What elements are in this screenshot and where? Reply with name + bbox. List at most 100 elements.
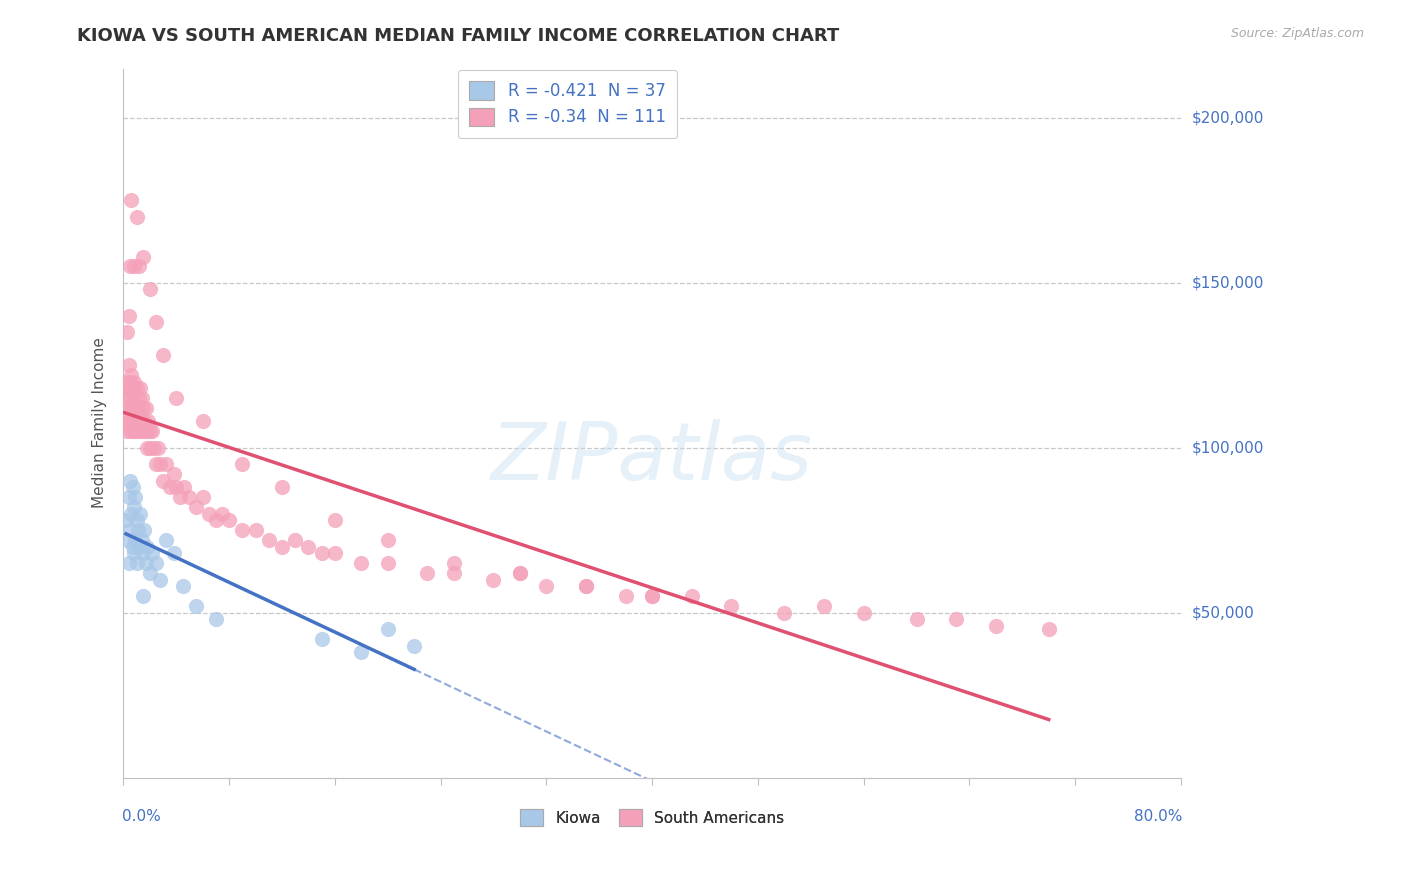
Point [905,612,928,626]
Point [145,457,167,471]
Point [205,513,228,527]
Point [141,546,163,560]
Point [149,457,172,471]
Point [152,348,174,362]
Point [122,408,145,422]
Point [128,408,150,422]
Point [172,579,194,593]
Point [135,401,157,416]
Point [117,309,139,323]
Legend: Kiowa, South Americans: Kiowa, South Americans [512,802,792,834]
Text: 0.0%: 0.0% [122,809,162,824]
Point [139,566,162,580]
Point [323,513,346,527]
Point [120,414,142,428]
Point [443,566,465,580]
Point [145,556,167,570]
Point [127,414,149,428]
Point [173,480,195,494]
Point [117,556,139,570]
Text: 80.0%: 80.0% [1133,809,1182,824]
Point [231,523,253,537]
Point [257,533,280,548]
Point [117,490,139,504]
Point [122,392,145,406]
Point [117,425,139,439]
Text: $150,000: $150,000 [1192,276,1264,291]
Point [121,401,143,416]
Point [852,606,875,620]
Point [118,260,141,274]
Point [614,589,637,603]
Point [118,474,141,488]
Point [350,645,373,659]
Point [984,619,1007,633]
Point [129,381,152,395]
Point [149,573,172,587]
Point [125,381,148,395]
Point [135,556,157,570]
Point [152,474,174,488]
Point [139,283,162,297]
Point [127,523,149,537]
Point [134,425,156,439]
Point [350,556,373,570]
Point [118,392,141,406]
Point [1038,622,1060,636]
Point [377,533,399,548]
Point [121,425,143,439]
Point [443,556,465,570]
Point [117,375,139,389]
Point [169,490,191,504]
Point [509,566,531,580]
Point [141,425,163,439]
Point [323,546,346,560]
Point [129,507,152,521]
Point [122,500,145,515]
Point [641,589,664,603]
Point [118,375,141,389]
Point [136,441,159,455]
Point [122,375,145,389]
Point [575,579,598,593]
Point [125,556,148,570]
Point [117,533,139,548]
Point [128,260,150,274]
Point [122,546,145,560]
Point [117,401,139,416]
Point [159,480,181,494]
Y-axis label: Median Family Income: Median Family Income [93,337,107,508]
Point [191,414,214,428]
Text: ZIPatlas: ZIPatlas [491,419,813,498]
Point [131,392,153,406]
Point [120,368,142,383]
Point [124,425,146,439]
Point [125,513,148,527]
Point [125,425,148,439]
Point [115,414,138,428]
Point [184,599,207,613]
Point [132,250,155,264]
Point [681,589,703,603]
Point [117,326,139,340]
Point [120,507,142,521]
Point [125,408,148,422]
Point [377,556,399,570]
Point [509,566,531,580]
Point [118,425,141,439]
Point [138,414,160,428]
Point [311,546,333,560]
Point [121,540,143,554]
Point [132,401,155,416]
Point [142,441,165,455]
Point [211,507,233,521]
Point [155,533,177,548]
Point [297,540,319,554]
Point [115,381,138,395]
Point [416,566,439,580]
Point [124,490,146,504]
Point [271,480,294,494]
Point [146,441,169,455]
Point [184,500,207,515]
Point [115,513,138,527]
